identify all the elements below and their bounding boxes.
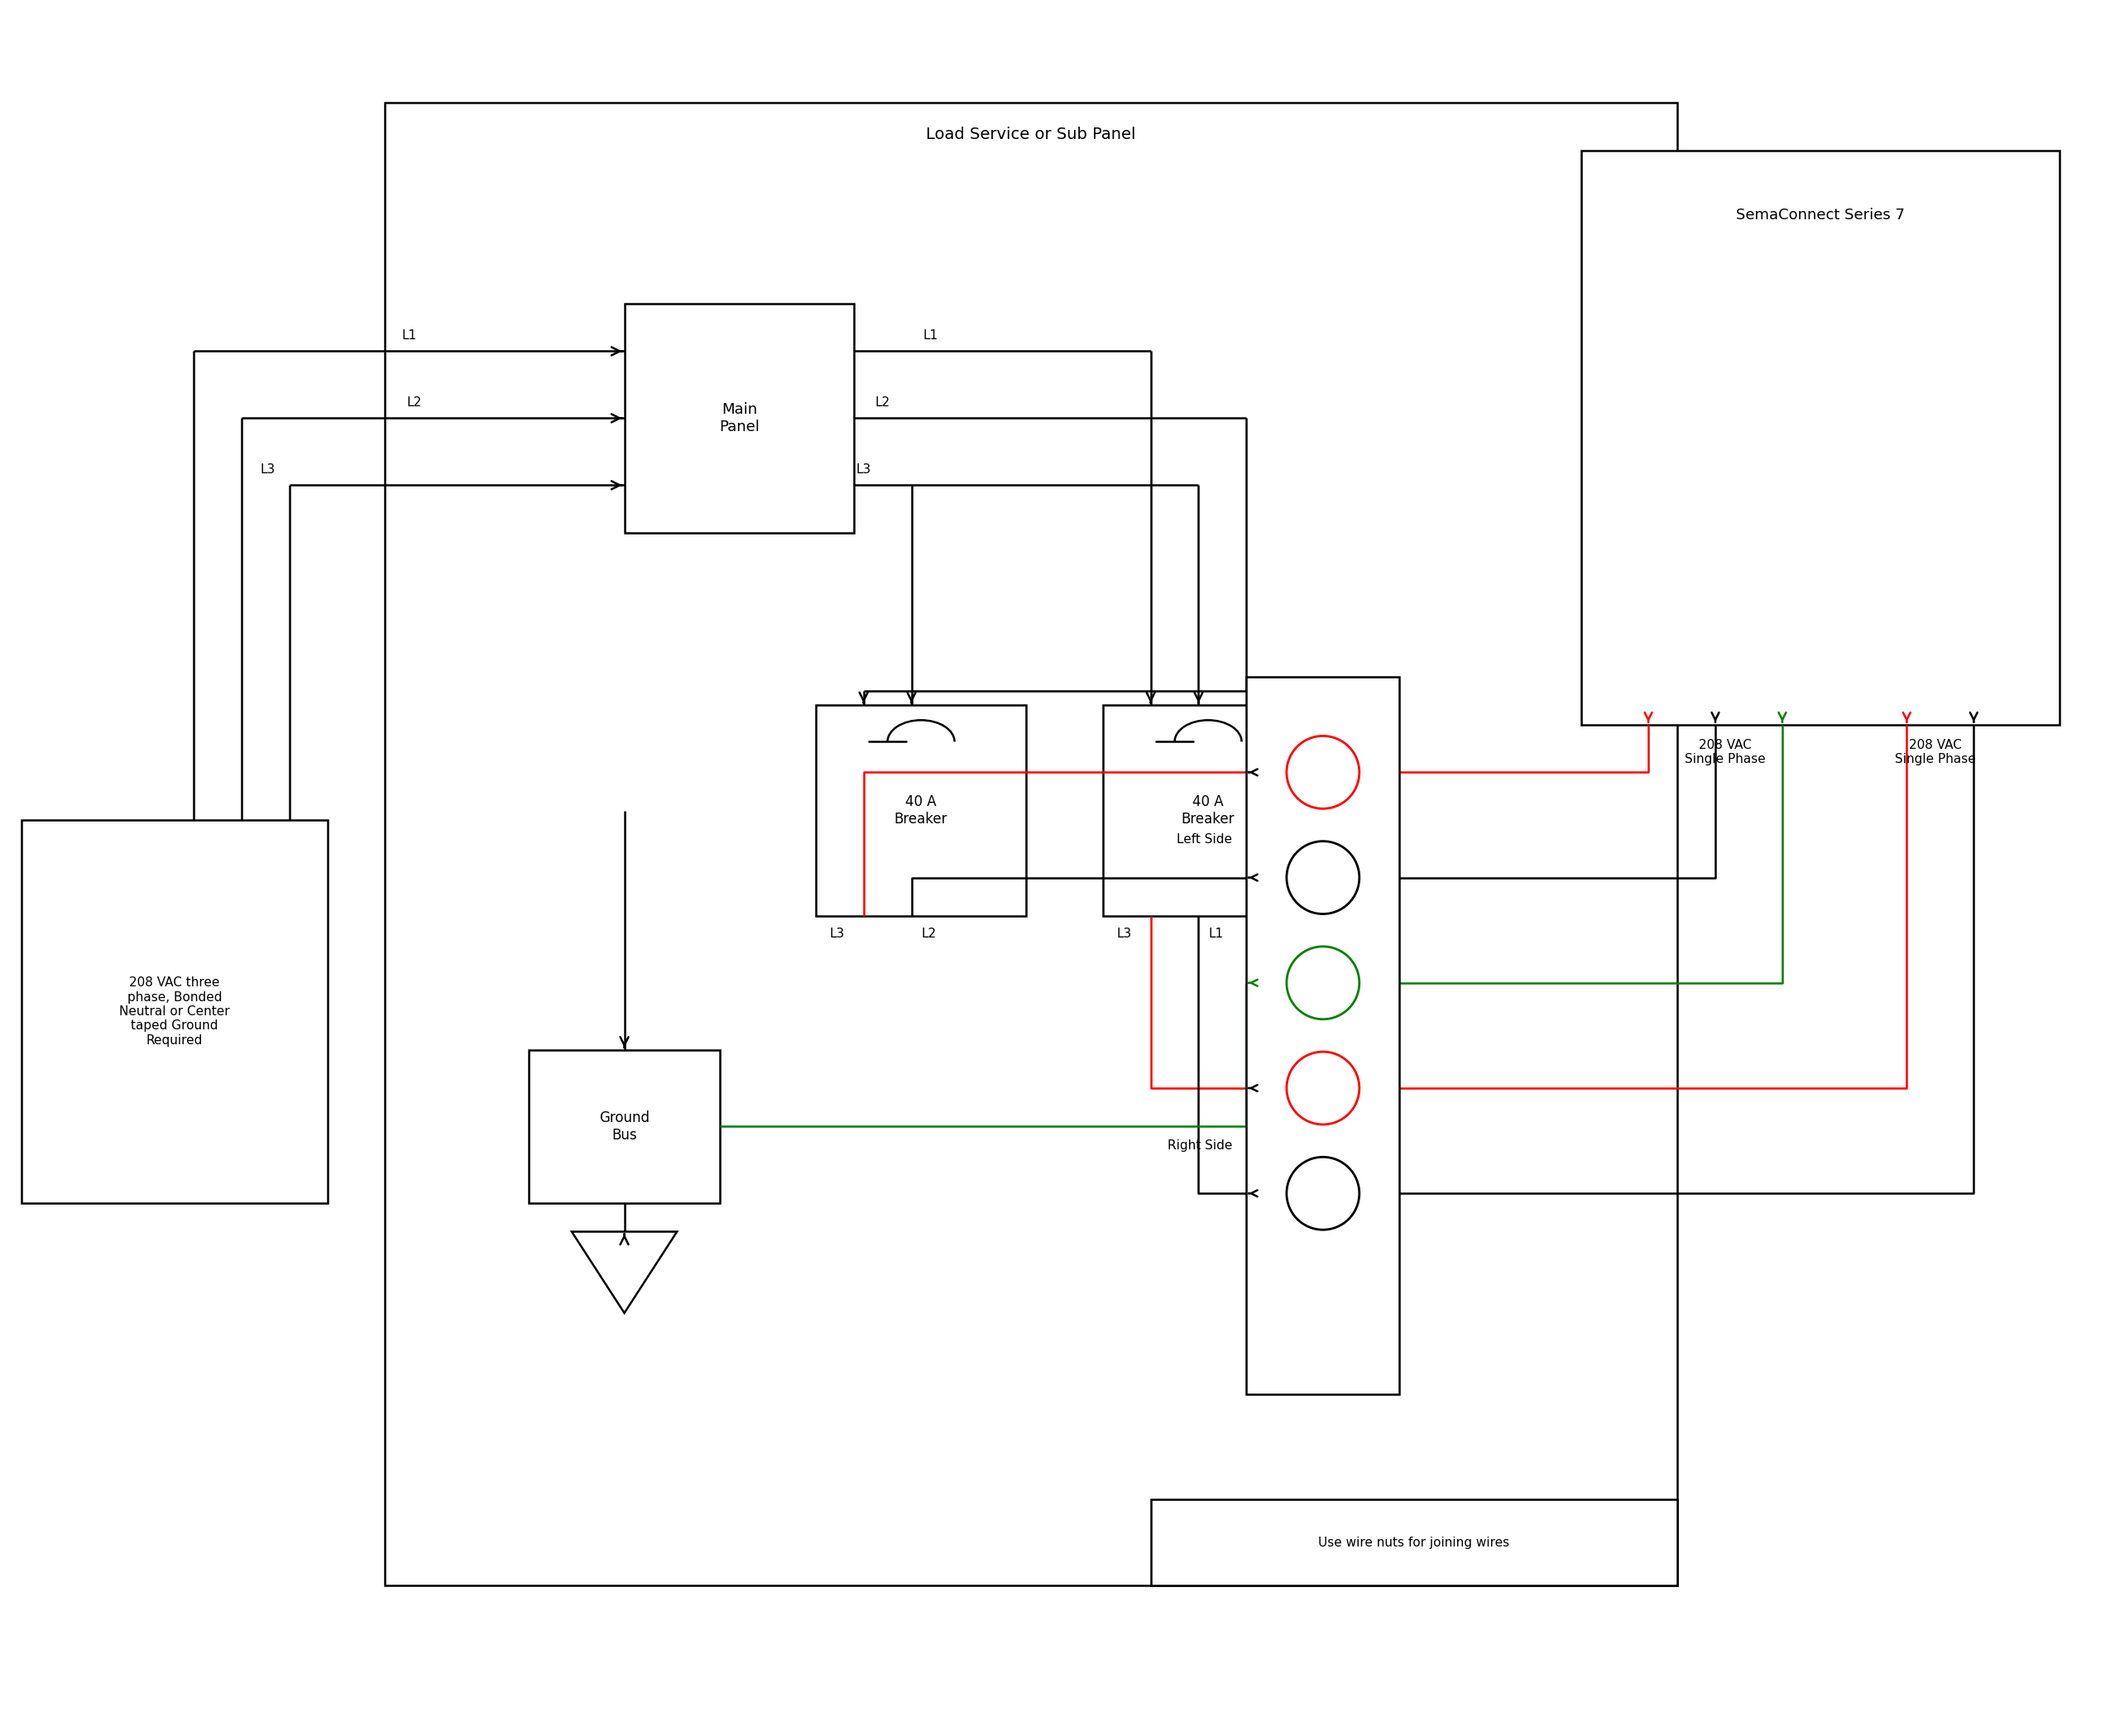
Bar [1247,677,1399,1394]
Text: 208 VAC
Single Phase: 208 VAC Single Phase [1684,740,1766,766]
Text: L3: L3 [857,464,871,476]
Text: L3: L3 [1116,927,1131,939]
Text: Left Side: Left Side [1177,833,1232,845]
Bar [1580,151,2059,724]
Bar [625,304,855,533]
Text: Use wire nuts for joining wires: Use wire nuts for joining wires [1319,1536,1509,1549]
Text: L2: L2 [407,396,422,408]
Bar [817,705,1025,917]
Bar [530,1050,720,1203]
Text: L3: L3 [260,464,274,476]
Circle shape [1287,736,1359,809]
Text: 40 A
Breaker: 40 A Breaker [895,795,947,826]
Text: Main
Panel: Main Panel [720,403,760,434]
Text: L1: L1 [922,330,939,342]
Text: L1: L1 [401,330,416,342]
Bar [1150,1500,1677,1585]
Bar [386,102,1677,1585]
Text: 208 VAC three
phase, Bonded
Neutral or Center
taped Ground
Required: 208 VAC three phase, Bonded Neutral or C… [120,977,230,1047]
Circle shape [1287,842,1359,913]
Text: Ground
Bus: Ground Bus [599,1111,650,1142]
Text: SemaConnect Series 7: SemaConnect Series 7 [1737,208,1905,222]
Circle shape [1287,1052,1359,1125]
Text: 208 VAC
Single Phase: 208 VAC Single Phase [1895,740,1975,766]
Bar [1104,705,1312,917]
Text: Right Side: Right Side [1167,1139,1232,1151]
Text: L2: L2 [876,396,890,408]
Text: L1: L1 [1209,927,1224,939]
Text: L3: L3 [829,927,844,939]
Text: L2: L2 [922,927,937,939]
Circle shape [1287,946,1359,1019]
Circle shape [1287,1156,1359,1229]
Text: Load Service or Sub Panel: Load Service or Sub Panel [926,127,1135,142]
Bar [21,819,327,1203]
Text: 40 A
Breaker: 40 A Breaker [1182,795,1234,826]
